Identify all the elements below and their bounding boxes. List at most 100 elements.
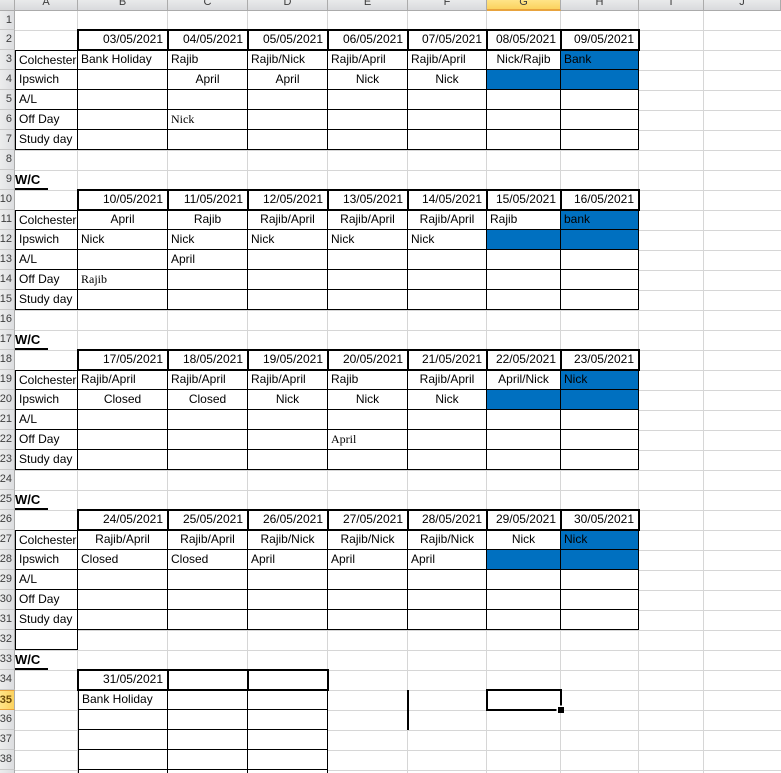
cell-G15[interactable] — [487, 290, 561, 310]
cell-A14[interactable]: Off Day — [15, 270, 78, 290]
cell-H27[interactable]: Nick — [561, 530, 639, 550]
row-header-28[interactable]: 28 — [0, 550, 15, 570]
cell-G23[interactable] — [487, 450, 561, 470]
cell-H23[interactable] — [561, 450, 639, 470]
cell-H3[interactable]: Bank — [561, 50, 639, 70]
cell-B12[interactable]: Nick — [78, 230, 168, 250]
cell-G5[interactable] — [487, 90, 561, 110]
row-header-20[interactable]: 20 — [0, 390, 15, 410]
cell-F5[interactable] — [408, 90, 487, 110]
row-header-30[interactable]: 30 — [0, 590, 15, 610]
cell-G31[interactable] — [487, 610, 561, 630]
cell-F2[interactable]: 07/05/2021 — [407, 29, 488, 51]
cell-E2[interactable]: 06/05/2021 — [327, 29, 409, 51]
row-header-13[interactable]: 13 — [0, 250, 15, 270]
cell-D39[interactable] — [248, 770, 328, 773]
cell-H21[interactable] — [561, 410, 639, 430]
row-header-36[interactable]: 36 — [0, 710, 15, 730]
cell-D11[interactable]: Rajib/April — [248, 210, 328, 230]
cell-F15[interactable] — [408, 290, 487, 310]
row-header-29[interactable]: 29 — [0, 570, 15, 590]
cell-C23[interactable] — [168, 450, 248, 470]
row-header-37[interactable]: 37 — [0, 730, 15, 750]
cell-B18[interactable]: 17/05/2021 — [77, 349, 169, 371]
cell-F27[interactable]: Rajib/Nick — [408, 530, 487, 550]
row-header-27[interactable]: 27 — [0, 530, 15, 550]
cell-A23[interactable]: Study day — [15, 450, 78, 470]
cell-A3[interactable]: Colchester — [15, 50, 78, 70]
cell-D28[interactable]: April — [248, 550, 328, 570]
row-header-23[interactable]: 23 — [0, 450, 15, 470]
cell-E5[interactable] — [328, 90, 408, 110]
cell-E6[interactable] — [328, 110, 408, 130]
selection-box[interactable] — [486, 689, 562, 711]
cell-H22[interactable] — [561, 430, 639, 450]
cell-C2[interactable]: 04/05/2021 — [167, 29, 249, 51]
cell-G3[interactable]: Nick/Rajib — [487, 50, 561, 70]
cell-C14[interactable] — [168, 270, 248, 290]
cell-E12[interactable]: Nick — [328, 230, 408, 250]
row-header-11[interactable]: 11 — [0, 210, 15, 230]
cell-A30[interactable]: Off Day — [15, 590, 78, 610]
cell-C34[interactable] — [167, 669, 249, 691]
column-header-E[interactable]: E — [328, 0, 408, 11]
row-header-7[interactable]: 7 — [0, 130, 15, 150]
cell-F26[interactable]: 28/05/2021 — [407, 509, 488, 531]
cell-G13[interactable] — [487, 250, 561, 270]
cell-G18[interactable]: 22/05/2021 — [486, 349, 562, 371]
cell-G27[interactable]: Nick — [487, 530, 561, 550]
cell-G14[interactable] — [487, 270, 561, 290]
row-header-9[interactable]: 9 — [0, 170, 15, 190]
cell-B20[interactable]: Closed — [78, 390, 168, 410]
cell-G28[interactable] — [487, 550, 561, 570]
cell-F4[interactable]: Nick — [408, 70, 487, 90]
row-header-12[interactable]: 12 — [0, 230, 15, 250]
row-header-31[interactable]: 31 — [0, 610, 15, 630]
cell-G29[interactable] — [487, 570, 561, 590]
cell-F18[interactable]: 21/05/2021 — [407, 349, 488, 371]
cell-C37[interactable] — [168, 730, 248, 750]
cell-C20[interactable]: Closed — [168, 390, 248, 410]
cell-C15[interactable] — [168, 290, 248, 310]
cell-B30[interactable] — [78, 590, 168, 610]
cell-D21[interactable] — [248, 410, 328, 430]
cell-H2[interactable]: 09/05/2021 — [560, 29, 640, 51]
cell-B14[interactable]: Rajib — [78, 270, 168, 290]
cell-C35[interactable] — [168, 690, 248, 710]
cell-B4[interactable] — [78, 70, 168, 90]
cell-F29[interactable] — [408, 570, 487, 590]
cell-G2[interactable]: 08/05/2021 — [486, 29, 562, 51]
row-header-19[interactable]: 19 — [0, 370, 15, 390]
cell-G10[interactable]: 15/05/2021 — [486, 189, 562, 211]
cell-C31[interactable] — [168, 610, 248, 630]
cell-F19[interactable]: Rajib/April — [408, 370, 487, 390]
cell-H10[interactable]: 16/05/2021 — [560, 189, 640, 211]
row-header-22[interactable]: 22 — [0, 430, 15, 450]
column-header-B[interactable]: B — [78, 0, 168, 11]
cell-B6[interactable] — [78, 110, 168, 130]
cell-D34[interactable] — [247, 669, 329, 691]
cell-H12[interactable] — [561, 230, 639, 250]
cell-D19[interactable]: Rajib/April — [248, 370, 328, 390]
cell-B38[interactable] — [78, 750, 168, 770]
cell-F14[interactable] — [408, 270, 487, 290]
cell-D7[interactable] — [248, 130, 328, 150]
cell-B26[interactable]: 24/05/2021 — [77, 509, 169, 531]
cell-D12[interactable]: Nick — [248, 230, 328, 250]
cell-E29[interactable] — [328, 570, 408, 590]
cell-C13[interactable]: April — [168, 250, 248, 270]
row-header-14[interactable]: 14 — [0, 270, 15, 290]
cell-E30[interactable] — [328, 590, 408, 610]
cell-G7[interactable] — [487, 130, 561, 150]
cell-B31[interactable] — [78, 610, 168, 630]
cell-B13[interactable] — [78, 250, 168, 270]
cell-H26[interactable]: 30/05/2021 — [560, 509, 640, 531]
cell-E14[interactable] — [328, 270, 408, 290]
cell-A11[interactable]: Colchester — [15, 210, 78, 230]
cell-H30[interactable] — [561, 590, 639, 610]
cell-D37[interactable] — [248, 730, 328, 750]
wc-label-cell[interactable]: W/C — [15, 330, 78, 350]
cell-D2[interactable]: 05/05/2021 — [247, 29, 329, 51]
cell-H28[interactable] — [561, 550, 639, 570]
cell-F23[interactable] — [408, 450, 487, 470]
